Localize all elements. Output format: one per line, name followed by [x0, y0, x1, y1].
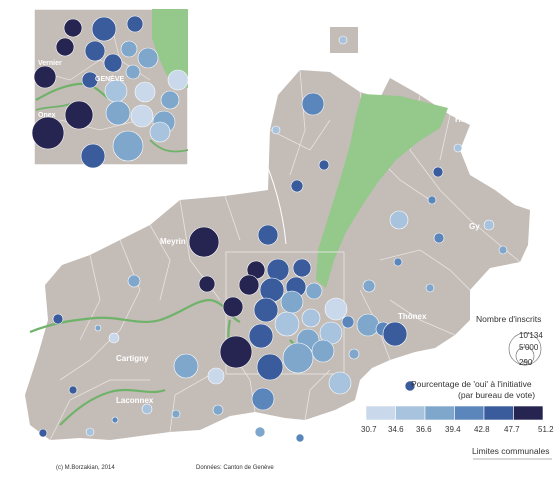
- label-hermance: Hermance: [455, 115, 494, 124]
- label-celigny: Céligny: [336, 15, 365, 24]
- label-onex: Onex: [38, 112, 56, 119]
- label-meyrin: Meyrin: [160, 237, 186, 246]
- label-vernier: Vernier: [38, 60, 62, 67]
- svg-text:290: 290: [519, 358, 533, 367]
- svg-text:51.2: 51.2: [538, 425, 554, 434]
- label-geneve: GENÈVE: [95, 74, 125, 83]
- svg-text:39.4: 39.4: [445, 425, 461, 434]
- svg-text:5'000: 5'000: [519, 343, 539, 352]
- arrow-head-icon: [205, 86, 212, 92]
- legend-swatches: [365, 405, 544, 421]
- canton-land: [25, 70, 530, 440]
- svg-text:Limites communales: Limites communales: [472, 446, 549, 456]
- color-legend: Pourcentage de 'oui' à l'initiative (par…: [361, 379, 554, 434]
- svg-text:Pourcentage de 'oui' à l'initi: Pourcentage de 'oui' à l'initiative: [411, 379, 532, 389]
- legend-swatch-3: [454, 405, 485, 421]
- legend-swatch-0: [365, 405, 396, 421]
- svg-text:47.7: 47.7: [504, 425, 520, 434]
- svg-text:36.6: 36.6: [416, 425, 432, 434]
- credit-source: Données: Canton de Genève: [196, 465, 274, 471]
- label-thonex: Thônex: [398, 312, 427, 321]
- legend-swatch-2: [424, 405, 455, 421]
- bubbles-main: [38, 35, 508, 443]
- legend-swatch-5: [513, 405, 544, 421]
- svg-text:Nombre d'inscrits: Nombre d'inscrits: [476, 314, 541, 324]
- label-gy: Gy: [469, 222, 480, 231]
- label-laconnex: Laconnex: [116, 396, 154, 405]
- svg-text:(par bureau de vote): (par bureau de vote): [458, 390, 535, 400]
- legend-swatch-1: [395, 405, 426, 421]
- svg-text:10'134: 10'134: [519, 331, 543, 340]
- inset-arrow: [204, 85, 287, 245]
- bubbles-inset: [31, 15, 189, 169]
- label-cartigny: Cartigny: [116, 354, 149, 363]
- svg-text:42.8: 42.8: [474, 425, 490, 434]
- credit-author: (c) M.Borzakian, 2014: [56, 465, 115, 471]
- svg-text:34.6: 34.6: [388, 425, 404, 434]
- legend-swatch-4: [483, 405, 514, 421]
- svg-text:30.7: 30.7: [361, 425, 377, 434]
- lake: [316, 94, 448, 288]
- limits-legend: Limites communales: [472, 446, 552, 460]
- size-legend: Nombre d'inscrits 10'134 5'000 290: [476, 314, 543, 367]
